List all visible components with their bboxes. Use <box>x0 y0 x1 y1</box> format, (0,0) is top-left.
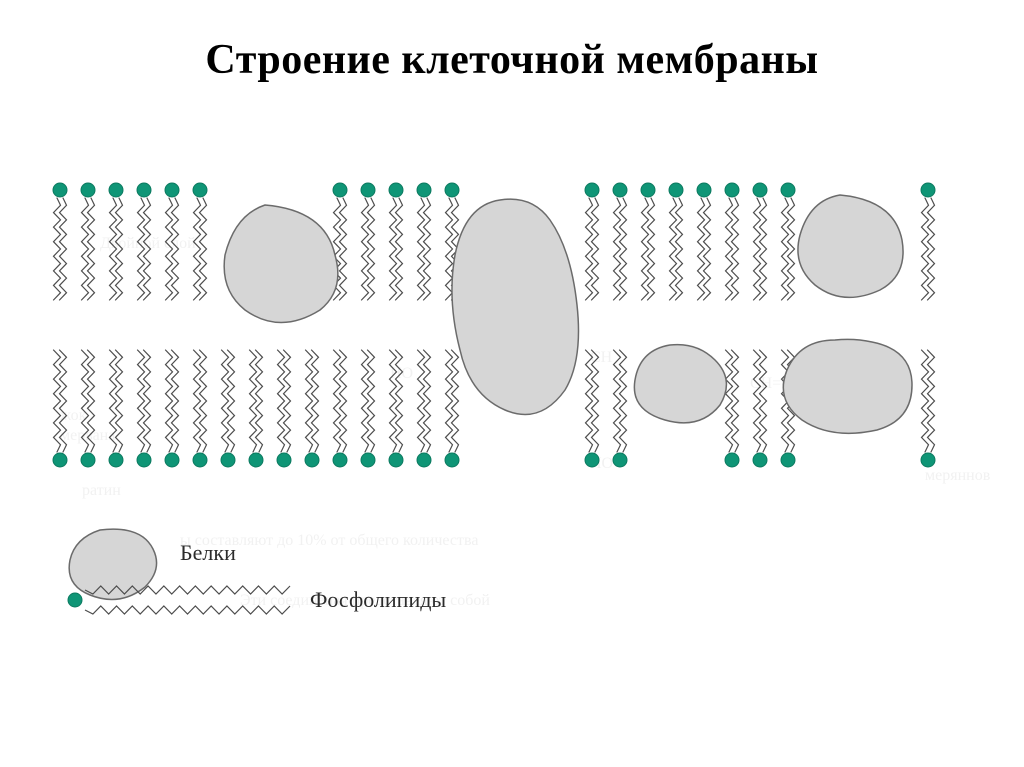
page: Строение клеточной мембраны Двойной слой… <box>0 0 1024 767</box>
protein-p2 <box>452 199 579 414</box>
protein-p5 <box>783 339 912 433</box>
legend-phospholipid-label: Фосфолипиды <box>310 587 446 612</box>
svg-text:меряннов: меряннов <box>925 467 990 484</box>
legend-lipid-tail-icon <box>85 606 290 614</box>
svg-text:ратин: ратин <box>82 482 121 499</box>
protein-p1 <box>224 205 338 323</box>
protein-p3 <box>634 345 726 423</box>
membrane-diagram-svg: Двойной слойратинHOCHHOCH=CHмерянновмерв… <box>30 150 990 710</box>
protein-p4 <box>798 195 903 297</box>
membrane-figure: Двойной слойратинHOCHHOCH=CHмерянновмерв… <box>30 150 990 710</box>
legend-lipid-head-icon <box>68 593 82 607</box>
legend-protein-label: Белки <box>180 540 236 565</box>
page-title: Строение клеточной мембраны <box>0 0 1024 84</box>
